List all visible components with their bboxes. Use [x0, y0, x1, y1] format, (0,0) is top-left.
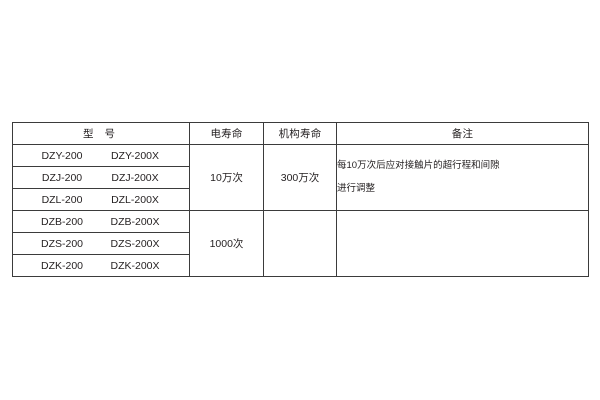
model-code-primary: DZL-200	[41, 193, 83, 206]
model-code-variant: DZL-200X	[111, 193, 159, 206]
model-cell: DZL-200 DZL-200X	[12, 188, 190, 211]
mechanical-life-value-group-1: 300万次	[263, 144, 337, 211]
model-code-primary: DZY-200	[41, 149, 83, 162]
table-header-row: 型 号 电寿命 机构寿命 备注	[12, 122, 589, 145]
table-row: DZJ-200 DZJ-200X	[12, 166, 589, 189]
table-row: DZL-200 DZL-200X	[12, 188, 589, 211]
table-row: DZK-200 DZK-200X	[12, 254, 589, 277]
header-model: 型 号	[12, 122, 190, 145]
remarks-value-group-1: 每10万次后应对接触片的超行程和间隙 进行调整	[336, 144, 589, 211]
model-code-primary: DZB-200	[40, 215, 83, 228]
specification-table: 型 号 电寿命 机构寿命 备注 DZY-200 DZY-200X 10万次	[12, 122, 589, 277]
remarks-value-group-2	[336, 210, 589, 277]
remarks-line-2: 进行调整	[337, 183, 376, 194]
header-remarks: 备注	[336, 122, 589, 145]
model-cell: DZK-200 DZK-200X	[12, 254, 190, 277]
table-body: DZY-200 DZY-200X 10万次 300万次 每10万次后应对接触片的超…	[12, 144, 589, 277]
model-code-variant: DZJ-200X	[111, 171, 159, 184]
header-mechanical-life-label: 机构寿命	[278, 128, 322, 140]
electrical-life-value-group-1: 10万次	[189, 144, 264, 211]
model-code-variant: DZB-200X	[110, 215, 160, 228]
model-code-primary: DZK-200	[40, 259, 83, 272]
header-remarks-label: 备注	[451, 128, 474, 140]
header-mechanical-life: 机构寿命	[263, 122, 337, 145]
model-code-variant: DZY-200X	[110, 149, 160, 162]
table-row: DZB-200 DZB-200X 1000次	[12, 210, 589, 277]
model-code-primary: DZS-200	[40, 237, 83, 250]
model-code-variant: DZK-200X	[110, 259, 160, 272]
model-code-primary: DZJ-200	[41, 171, 83, 184]
model-cell: DZB-200 DZB-200X	[12, 210, 190, 233]
table-header: 型 号 电寿命 机构寿命 备注	[12, 122, 589, 145]
table-row: DZY-200 DZY-200X 10万次 300万次 每10万次后应对接触片的超…	[12, 144, 589, 211]
model-cell: DZS-200 DZS-200X	[12, 232, 190, 255]
model-cell: DZJ-200 DZJ-200X	[12, 166, 190, 189]
electrical-life-value-group-2: 1000次	[189, 210, 264, 277]
model-code-variant: DZS-200X	[110, 237, 160, 250]
header-model-label: 型 号	[83, 128, 119, 140]
table-row: DZS-200 DZS-200X	[12, 232, 589, 255]
remarks-line-1: 每10万次后应对接触片的超行程和间隙	[337, 160, 500, 171]
header-electrical-life: 电寿命	[189, 122, 264, 145]
header-electrical-life-label: 电寿命	[210, 128, 243, 140]
model-cell: DZY-200 DZY-200X	[12, 144, 190, 167]
mechanical-life-value-group-2	[263, 210, 337, 277]
